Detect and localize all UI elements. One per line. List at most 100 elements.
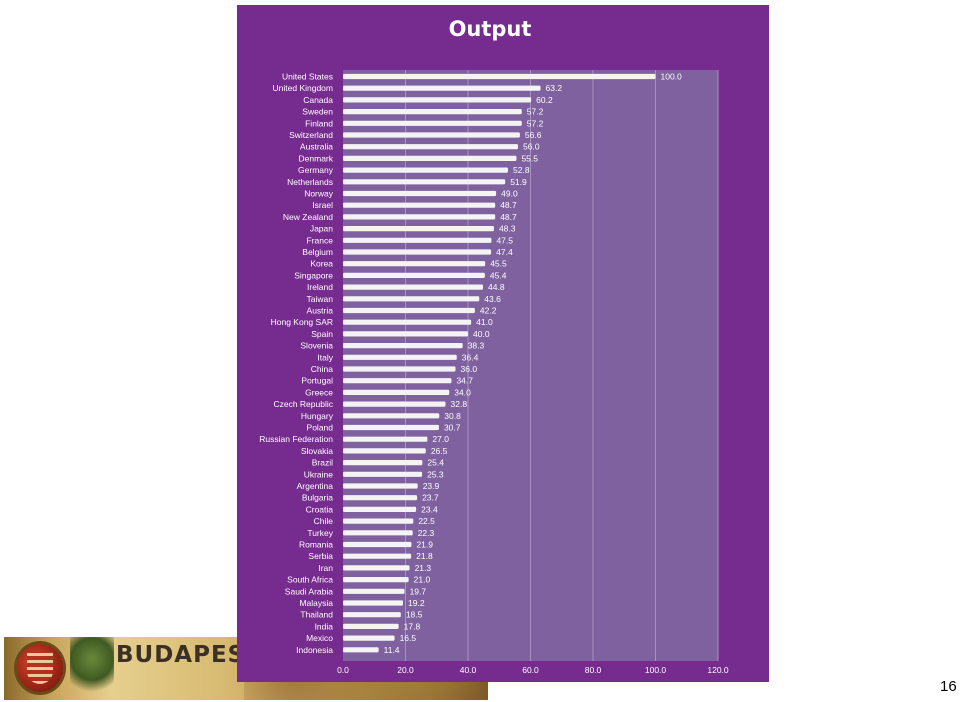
category-label: Croatia: [306, 504, 334, 514]
value-label: 47.4: [496, 247, 513, 257]
value-label: 30.7: [444, 423, 461, 433]
value-label: 27.0: [432, 434, 449, 444]
category-label: Serbia: [308, 551, 333, 561]
bar: [343, 296, 480, 302]
value-label: 21.0: [414, 575, 431, 585]
bar: [343, 249, 492, 255]
value-label: 21.9: [416, 540, 433, 550]
bar: [343, 73, 656, 80]
value-label: 56.0: [523, 142, 540, 152]
category-label: Poland: [307, 423, 334, 433]
bar: [343, 120, 522, 126]
bar: [343, 378, 452, 384]
bar: [343, 132, 520, 138]
value-label: 55.5: [521, 153, 538, 163]
value-labels: 100.0 63.2 60.2 57.257.2 56.6 56.055.5 52.8 51.…: [384, 72, 682, 655]
value-label: 40.0: [473, 329, 490, 339]
value-label: 19.2: [408, 598, 425, 608]
category-label: Romania: [299, 540, 333, 550]
value-label: 41.0: [476, 317, 493, 327]
value-label: 63.2: [546, 83, 563, 93]
value-label: 56.6: [525, 130, 542, 140]
x-tick-label: 60.0: [522, 665, 539, 675]
value-label: 48.7: [500, 200, 517, 210]
category-label: Iran: [318, 563, 333, 573]
category-label: Slovenia: [300, 341, 333, 351]
category-label: Korea: [310, 259, 333, 269]
bar: [343, 518, 414, 524]
x-tick-label: 80.0: [585, 665, 602, 675]
bar: [343, 214, 496, 220]
category-label: China: [311, 364, 333, 374]
bar: [343, 109, 522, 115]
value-label: 23.9: [423, 481, 440, 491]
value-label: 21.3: [415, 563, 432, 573]
bar: [343, 261, 486, 267]
value-label: 30.8: [444, 411, 461, 421]
value-label: 60.2: [536, 95, 553, 105]
value-label: 36.4: [462, 352, 479, 362]
bar: [343, 436, 428, 442]
category-label: India: [315, 621, 334, 631]
category-label: Ireland: [307, 282, 333, 292]
x-tick-label: 0.0: [337, 665, 349, 675]
bar: [343, 284, 483, 290]
bar: [343, 331, 468, 337]
category-label: Mexico: [306, 633, 333, 643]
category-label: Brazil: [312, 458, 333, 468]
category-label: Portugal: [301, 376, 333, 386]
value-label: 18.5: [406, 610, 423, 620]
category-label: United States: [282, 72, 333, 82]
bar: [343, 647, 379, 653]
x-axis-ticks: 0.0 20.0 40.0 60.0 80.0 100.0 120.0: [337, 665, 729, 675]
bar: [343, 553, 412, 559]
bar: [343, 389, 450, 395]
bar: [343, 401, 446, 407]
value-label: 26.5: [431, 446, 448, 456]
category-label: Sweden: [302, 107, 333, 117]
x-tick-label: 120.0: [707, 665, 729, 675]
category-label: Canada: [303, 95, 333, 105]
bars: [343, 73, 656, 653]
value-label: 47.5: [496, 235, 513, 245]
value-label: 48.3: [499, 224, 516, 234]
bar: [343, 307, 475, 314]
bar: [343, 366, 456, 372]
value-label: 36.0: [461, 364, 478, 374]
bar: [343, 588, 405, 594]
bar: [343, 623, 399, 629]
bar: [343, 424, 439, 431]
category-label: Singapore: [294, 270, 333, 280]
coat-of-arms-icon: [14, 641, 66, 695]
bar: [343, 506, 417, 512]
value-label: 32.8: [451, 399, 468, 409]
x-tick-label: 20.0: [397, 665, 414, 675]
category-label: Taiwan: [307, 294, 334, 304]
value-label: 100.0: [661, 72, 683, 82]
bar: [343, 448, 426, 454]
bar: [343, 226, 494, 232]
banner-text: BUDAPEST: [116, 642, 262, 668]
value-label: 22.3: [418, 528, 435, 538]
category-label: Saudi Arabia: [285, 586, 333, 596]
bar: [343, 577, 409, 583]
bar: [343, 565, 410, 571]
category-label: United Kingdom: [273, 83, 333, 93]
category-label: Thailand: [300, 610, 333, 620]
bar: [343, 612, 401, 618]
category-label: South Africa: [287, 575, 333, 585]
category-label: Italy: [317, 352, 333, 362]
category-label: France: [307, 235, 334, 245]
category-label: Turkey: [307, 528, 333, 538]
value-label: 45.4: [490, 270, 507, 280]
value-label: 57.2: [527, 107, 544, 117]
category-label: Slovakia: [301, 446, 333, 456]
value-label: 52.8: [513, 165, 530, 175]
category-label: Chile: [314, 516, 334, 526]
bar: [343, 319, 472, 325]
category-label: Austria: [307, 306, 334, 316]
bar: [343, 85, 541, 91]
chart-title: Output: [449, 17, 532, 41]
bar: [343, 600, 403, 606]
